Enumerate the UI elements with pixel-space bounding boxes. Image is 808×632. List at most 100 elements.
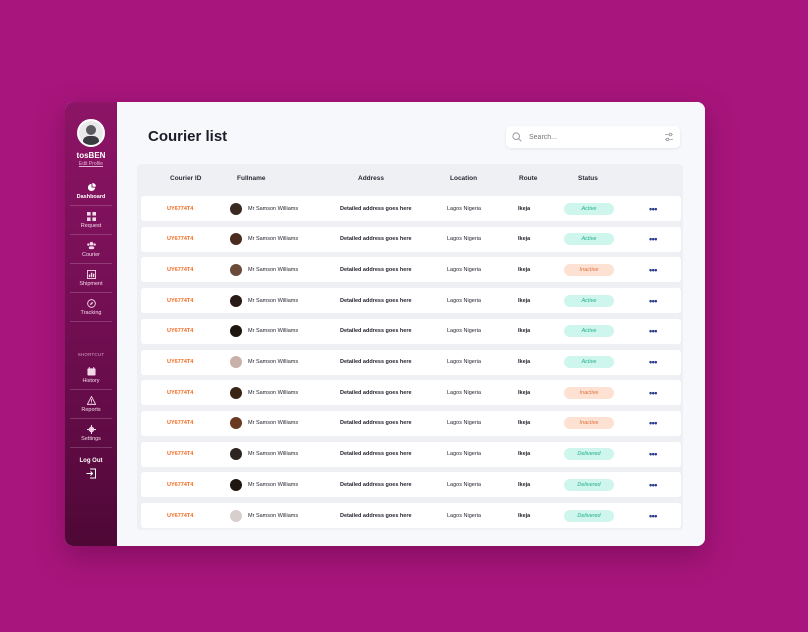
address: Detailed address goes here (340, 512, 412, 519)
fullname-cell: Mr Samson Williams (230, 356, 298, 368)
table-row[interactable]: UY6774T4 Mr Samson Williams Detailed addre… (141, 257, 681, 283)
courier-id[interactable]: UY6774T4 (167, 512, 194, 519)
sidebar-item-shipment[interactable]: Shipment (70, 264, 112, 293)
table-row[interactable]: UY6774T4 Mr Samson Williams Detailed addre… (141, 410, 681, 436)
table-row[interactable]: UY6774T4 Mr Samson Williams Detailed addre… (141, 503, 681, 528)
fullname: Mr Samson Williams (248, 451, 299, 458)
courier-table: Courier ID Fullname Address Location Rou… (137, 164, 683, 530)
more-options-icon[interactable]: ••• (649, 510, 657, 521)
fullname-cell: Mr Samson Williams (230, 202, 298, 215)
sidebar-item-label: Shipment (79, 280, 103, 287)
column-header-address[interactable]: Address (358, 175, 385, 182)
column-header-route[interactable]: Route (519, 175, 538, 182)
avatar (230, 294, 242, 307)
sidebar-item-request[interactable]: Request (70, 206, 112, 235)
column-header-location[interactable]: Location (450, 175, 478, 182)
courier-id[interactable]: UY6774T4 (167, 266, 194, 273)
edit-profile-link[interactable]: Edit Profile (78, 161, 104, 167)
column-header-fullname[interactable]: Fullname (237, 175, 266, 182)
avatar (230, 386, 242, 399)
fullname-cell: Mr Samson Williams (230, 417, 298, 430)
address: Detailed address goes here (340, 389, 412, 396)
sidebar-item-label: History (82, 377, 100, 384)
more-options-icon[interactable]: ••• (649, 449, 657, 460)
table-row[interactable]: UY6774T4 Mr Samson Williams Detailed addre… (141, 226, 681, 252)
location: Lagos Nigeria (447, 481, 481, 488)
status-badge: Delivered (564, 478, 614, 491)
more-options-icon[interactable]: ••• (649, 418, 657, 429)
more-options-icon[interactable]: ••• (649, 479, 657, 490)
search-input[interactable] (527, 132, 664, 142)
address: Detailed address goes here (340, 359, 412, 365)
table-row[interactable]: UY6774T4 Mr Samson Williams Detailed addre… (141, 380, 681, 406)
address: Detailed address goes here (340, 451, 412, 458)
courier-id[interactable]: UY6774T4 (167, 420, 194, 427)
sidebar-item-history[interactable]: History (70, 361, 112, 390)
more-options-icon[interactable]: ••• (649, 357, 657, 367)
location: Lagos Nigeria (447, 451, 481, 458)
courier-id[interactable]: UY6774T4 (167, 359, 194, 365)
sidebar-item-label: Tracking (80, 309, 102, 316)
courier-id[interactable]: UY6774T4 (167, 205, 194, 212)
sidebar-item-label: Settings (81, 435, 101, 442)
table-row[interactable]: UY6774T4 Mr Samson Williams Detailed addre… (141, 288, 681, 314)
fullname: Mr Samson Williams (248, 512, 299, 519)
address: Detailed address goes here (340, 481, 412, 488)
people-icon (86, 241, 96, 249)
sidebar-item-reports[interactable]: Reports (70, 390, 112, 419)
sidebar-item-settings[interactable]: Settings (70, 419, 112, 448)
avatar (230, 509, 242, 522)
fullname: Mr Samson Williams (248, 328, 299, 335)
courier-id[interactable]: UY6774T4 (167, 236, 194, 243)
courier-id[interactable]: UY6774T4 (167, 389, 194, 396)
more-options-icon[interactable]: ••• (649, 295, 657, 306)
location: Lagos Nigeria (447, 266, 481, 273)
sidebar-item-tracking[interactable]: Tracking (70, 293, 112, 322)
location: Lagos Nigeria (447, 389, 481, 396)
route: Ikeja (518, 451, 531, 458)
fullname: Mr Samson Williams (248, 266, 299, 273)
more-options-icon[interactable]: ••• (649, 326, 657, 337)
logout-button[interactable]: Log Out (80, 458, 103, 479)
fullname-cell: Mr Samson Williams (230, 294, 298, 307)
courier-id[interactable]: UY6774T4 (167, 328, 194, 335)
address: Detailed address goes here (340, 297, 412, 304)
warning-icon (86, 395, 96, 405)
profile-avatar[interactable] (77, 119, 105, 147)
column-header-status[interactable]: Status (578, 175, 598, 182)
sidebar-item-dashboard[interactable]: Dashboard (70, 177, 112, 206)
column-header-courier-id[interactable]: Courier ID (170, 175, 202, 182)
table-row[interactable]: UY6774T4 Mr Samson Williams Detailed addre… (141, 472, 681, 498)
logout-label: Log Out (79, 458, 103, 464)
courier-id[interactable]: UY6774T4 (167, 451, 194, 458)
table-row[interactable]: UY6774T4 Mr Samson Williams Detailed addre… (141, 349, 681, 375)
chart-icon (86, 269, 96, 279)
filter-icon[interactable] (664, 132, 674, 142)
route: Ikeja (518, 359, 531, 365)
fullname-cell: Mr Samson Williams (230, 386, 299, 399)
courier-id[interactable]: UY6774T4 (167, 481, 194, 488)
route: Ikeja (518, 328, 531, 335)
status-badge: Delivered (564, 509, 614, 522)
more-options-icon[interactable]: ••• (649, 264, 657, 275)
search-box[interactable] (506, 126, 680, 148)
more-options-icon[interactable]: ••• (649, 387, 657, 398)
avatar (230, 325, 242, 338)
status-badge: Inactive (564, 417, 614, 430)
table-row[interactable]: UY6774T4 Mr Samson Williams Detailed addre… (141, 441, 681, 467)
more-options-icon[interactable]: ••• (649, 234, 657, 245)
status-badge: Active (564, 356, 614, 368)
avatar (230, 202, 242, 215)
more-options-icon[interactable]: ••• (649, 203, 657, 214)
courier-id[interactable]: UY6774T4 (167, 297, 194, 304)
address: Detailed address goes here (340, 205, 412, 212)
table-row[interactable]: UY6774T4 Mr Samson Williams Detailed addre… (141, 318, 681, 344)
route: Ikeja (518, 420, 531, 427)
location: Lagos Nigeria (447, 512, 481, 519)
sidebar-item-courier[interactable]: Courier (70, 235, 112, 264)
fullname-cell: Mr Samson Williams (230, 448, 299, 461)
table-row[interactable]: UY6774T4 Mr Samson Williams Detailed addre… (141, 196, 681, 221)
fullname: Mr Samson Williams (248, 389, 299, 396)
person-icon (83, 125, 99, 145)
username: tosBEN (76, 151, 106, 160)
